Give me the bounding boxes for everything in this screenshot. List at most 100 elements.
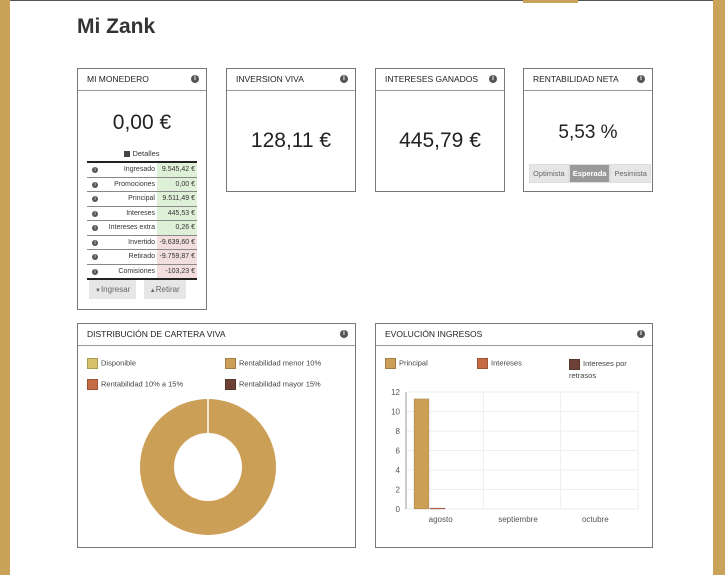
monedero-row: i Comisiones -103,23 €	[87, 264, 197, 280]
y-tick-label: 12	[391, 388, 400, 397]
legend-intereses-retrasos[interactable]: Intereses por retrasos	[569, 358, 639, 382]
y-tick-label: 6	[396, 447, 401, 456]
x-tick-label: agosto	[429, 515, 454, 524]
bar-chart: 0 2 4 6 8 10 12 agosto septiembre octubre	[391, 388, 639, 524]
legend-label: Rentabilidad menor 10%	[239, 358, 322, 368]
legend-label: Intereses	[491, 358, 522, 368]
row-label: Intereses	[103, 206, 157, 221]
x-tick-label: octubre	[582, 515, 609, 524]
y-tick-label: 8	[396, 427, 401, 436]
intereses-card: INTERESES GANADOS i 445,79 €	[375, 68, 505, 192]
inversion-card: INVERSION VIVA i 128,11 €	[226, 68, 356, 192]
row-value: 0,26 €	[157, 220, 197, 236]
donut-slice[interactable]	[139, 399, 276, 535]
scenario-toggle: Optimista Esperada Pesimista	[529, 164, 651, 183]
monedero-card: MI MONEDERO i 0,00 € Detalles i Ingresado…	[77, 68, 207, 310]
inversion-title: INVERSION VIVA	[236, 74, 304, 84]
legend-swatch	[225, 379, 236, 390]
inversion-header: INVERSION VIVA i	[227, 69, 355, 91]
row-label: Comisiones	[103, 264, 157, 280]
info-icon[interactable]: i	[87, 249, 103, 265]
info-icon[interactable]: i	[489, 75, 497, 83]
caret-up-icon: ▲	[149, 288, 156, 294]
minus-square-icon	[124, 151, 131, 158]
monedero-row: i Retirado -9.759,87 €	[87, 249, 197, 265]
page-title: Mi Zank	[77, 15, 156, 38]
details-toggle[interactable]: Detalles	[78, 149, 206, 158]
info-icon[interactable]: i	[340, 330, 348, 338]
y-tick-label: 0	[396, 505, 401, 514]
distribucion-title: DISTRIBUCIÓN DE CARTERA VIVA	[87, 329, 226, 339]
legend-swatch	[87, 379, 98, 390]
legend-disponible[interactable]: Disponible	[87, 358, 136, 369]
bar-intereses[interactable]	[429, 507, 446, 510]
info-icon[interactable]: i	[87, 177, 103, 192]
info-icon[interactable]: i	[87, 161, 103, 178]
legend-swatch	[477, 358, 488, 369]
intereses-header: INTERESES GANADOS i	[376, 69, 504, 91]
legend-intereses[interactable]: Intereses	[477, 358, 522, 369]
info-icon[interactable]: i	[87, 235, 103, 250]
monedero-title: MI MONEDERO	[87, 74, 149, 84]
row-value: 9.545,42 €	[157, 161, 197, 178]
info-icon[interactable]: i	[191, 75, 199, 83]
rentabilidad-card: RENTABILIDAD NETA i 5,53 % Optimista Esp…	[523, 68, 653, 192]
info-icon[interactable]: i	[340, 75, 348, 83]
info-icon[interactable]: i	[87, 206, 103, 221]
y-tick-label: 2	[396, 486, 401, 495]
legend-label: Rentabilidad 10% a 15%	[101, 379, 184, 389]
monedero-row: i Intereses extra 0,26 €	[87, 220, 197, 236]
row-label: Promociones	[103, 177, 157, 192]
row-value: 0,00 €	[157, 177, 197, 192]
monedero-row: i Promociones 0,00 €	[87, 177, 197, 192]
monedero-row: i Invertido -9.639,60 €	[87, 235, 197, 250]
rentabilidad-header: RENTABILIDAD NETA i	[524, 69, 652, 91]
donut-chart	[139, 398, 276, 535]
info-icon[interactable]: i	[87, 191, 103, 207]
legend-label: Intereses por retrasos	[569, 359, 627, 380]
intereses-value: 445,79 €	[399, 129, 481, 152]
row-label: Ingresado	[103, 161, 157, 178]
monedero-header: MI MONEDERO i	[78, 69, 206, 91]
info-icon[interactable]: i	[87, 264, 103, 280]
distribucion-card: DISTRIBUCIÓN DE CARTERA VIVA i Disponibl…	[77, 323, 356, 548]
evolucion-header: EVOLUCIÓN INGRESOS i	[376, 324, 652, 346]
row-value: 445,53 €	[157, 206, 197, 221]
legend-label: Disponible	[101, 358, 137, 368]
intereses-title: INTERESES GANADOS	[385, 74, 479, 84]
evolucion-title: EVOLUCIÓN INGRESOS	[385, 329, 483, 339]
inversion-value: 128,11 €	[250, 129, 332, 152]
scenario-esperada[interactable]: Esperada	[568, 164, 611, 183]
legend-label: Rentabilidad mayor 15%	[239, 379, 321, 389]
legend-label: Principal	[399, 358, 428, 368]
scenario-pesimista[interactable]: Pesimista	[610, 164, 651, 183]
row-label: Intereses extra	[103, 220, 157, 236]
legend-swatch	[87, 358, 98, 369]
legend-swatch	[569, 358, 580, 370]
legend-principal[interactable]: Principal	[385, 358, 428, 369]
rentabilidad-title: RENTABILIDAD NETA	[533, 74, 619, 84]
bar-principal[interactable]	[413, 398, 430, 510]
row-label: Invertido	[103, 235, 157, 250]
ingresar-button[interactable]: ▼Ingresar	[89, 280, 137, 299]
retirar-button[interactable]: ▲Retirar	[143, 280, 186, 299]
y-tick-label: 10	[391, 408, 400, 417]
info-icon[interactable]: i	[637, 330, 645, 338]
legend-10-a-15[interactable]: Rentabilidad 10% a 15%	[87, 379, 183, 390]
monedero-balance: 0,00 €	[112, 111, 172, 134]
evolucion-card: EVOLUCIÓN INGRESOS i Principal Intereses…	[375, 323, 653, 548]
page: Mi Zank MI MONEDERO i 0,00 € Detalles iI…	[10, 0, 713, 575]
row-value: 9.511,49 €	[157, 191, 197, 207]
caret-down-icon: ▼	[95, 288, 101, 294]
info-icon[interactable]: i	[637, 75, 645, 83]
info-icon[interactable]: i	[87, 220, 103, 236]
legend-mayor-15[interactable]: Rentabilidad mayor 15%	[225, 379, 321, 390]
legend-menor-10[interactable]: Rentabilidad menor 10%	[225, 358, 321, 369]
monedero-row: i Ingresado 9.545,42 €	[87, 161, 197, 178]
distribucion-header: DISTRIBUCIÓN DE CARTERA VIVA i	[78, 324, 355, 346]
row-value: -9.639,60 €	[157, 235, 197, 250]
scenario-optimista[interactable]: Optimista	[529, 164, 569, 183]
legend-swatch	[385, 358, 396, 369]
retirar-label: Retirar	[155, 285, 180, 294]
top-tab-indicator	[523, 0, 578, 3]
